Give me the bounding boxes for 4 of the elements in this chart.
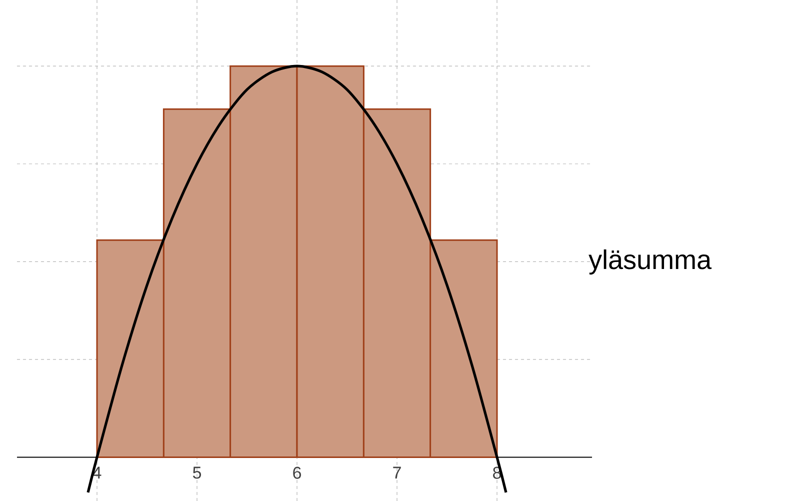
x-tick-label: 5 (192, 466, 202, 479)
x-tick-label: 7 (393, 466, 401, 478)
x-tick-label: 6 (293, 466, 301, 479)
annotation: yläsumma (588, 249, 712, 275)
